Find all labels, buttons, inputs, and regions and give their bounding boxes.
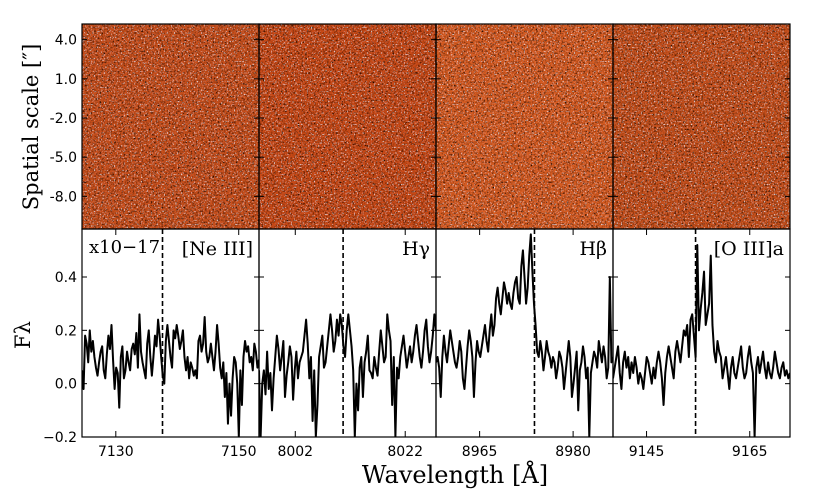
x-tick-label-o-iii-a-1: 9165 (732, 444, 768, 460)
spectrum-line-h (259, 313, 436, 437)
x-tick-label-ne-iii-1: 7150 (221, 444, 257, 460)
spectrum-y-tick-label-2: 0.2 (55, 323, 77, 339)
spectrum-y-tick-label-1: 0.0 (55, 377, 77, 393)
line-label-h: Hβ (579, 238, 607, 260)
image-panel-o-iii-a (613, 24, 790, 229)
image-panel-h (259, 24, 436, 229)
spectra-2d-images (82, 24, 790, 229)
image-y-tick-label-2: -2.0 (50, 111, 77, 127)
spectrum-line-o-iii-a (613, 244, 790, 437)
x-tick-label-o-iii-a-0: 9145 (629, 444, 665, 460)
x-tick-label-h-0: 8002 (277, 444, 313, 460)
spectrum-frame-o-iii-a (612, 228, 791, 438)
image-y-tick-label-1: 1.0 (55, 72, 77, 88)
x-axis-label: Wavelength [Å] (362, 460, 548, 489)
x-tick-label-h-0: 8965 (462, 444, 498, 460)
flux-scale-note: x10−17 (89, 237, 160, 258)
spectrum-y-tick-label-0: −0.2 (43, 430, 77, 446)
x-tick-label-ne-iii-0: 7130 (98, 444, 134, 460)
image-y-axis-label: Spatial scale [″] (19, 44, 43, 211)
spectrum-y-axis-label: Fλ (11, 321, 35, 349)
axes: 7130 7150 8002 8022 8965 8980 9145 9165 −0.2 0.0 0… (43, 23, 791, 460)
image-panel-ne-iii (82, 24, 259, 229)
image-y-tick-label-0: 4.0 (55, 33, 77, 49)
line-label-ne-iii: [Ne III] (182, 238, 253, 260)
x-tick-label-h-1: 8980 (555, 444, 591, 460)
spectrum-y-tick-label-3: 0.4 (55, 270, 77, 286)
spectra-1d-plots: [Ne III] Hγ Hβ [O III]a x10−17 (82, 229, 790, 437)
spectrum-line-ne-iii (82, 313, 259, 437)
image-y-tick-label-3: -5.0 (50, 150, 77, 166)
image-panel-h (436, 24, 613, 229)
image-y-tick-label-4: -8.0 (50, 189, 77, 205)
line-label-o-iii-a: [O III]a (714, 238, 784, 260)
x-tick-label-h-1: 8022 (387, 444, 423, 460)
spectrum-line-h (436, 233, 613, 437)
line-label-h: Hγ (402, 238, 430, 260)
